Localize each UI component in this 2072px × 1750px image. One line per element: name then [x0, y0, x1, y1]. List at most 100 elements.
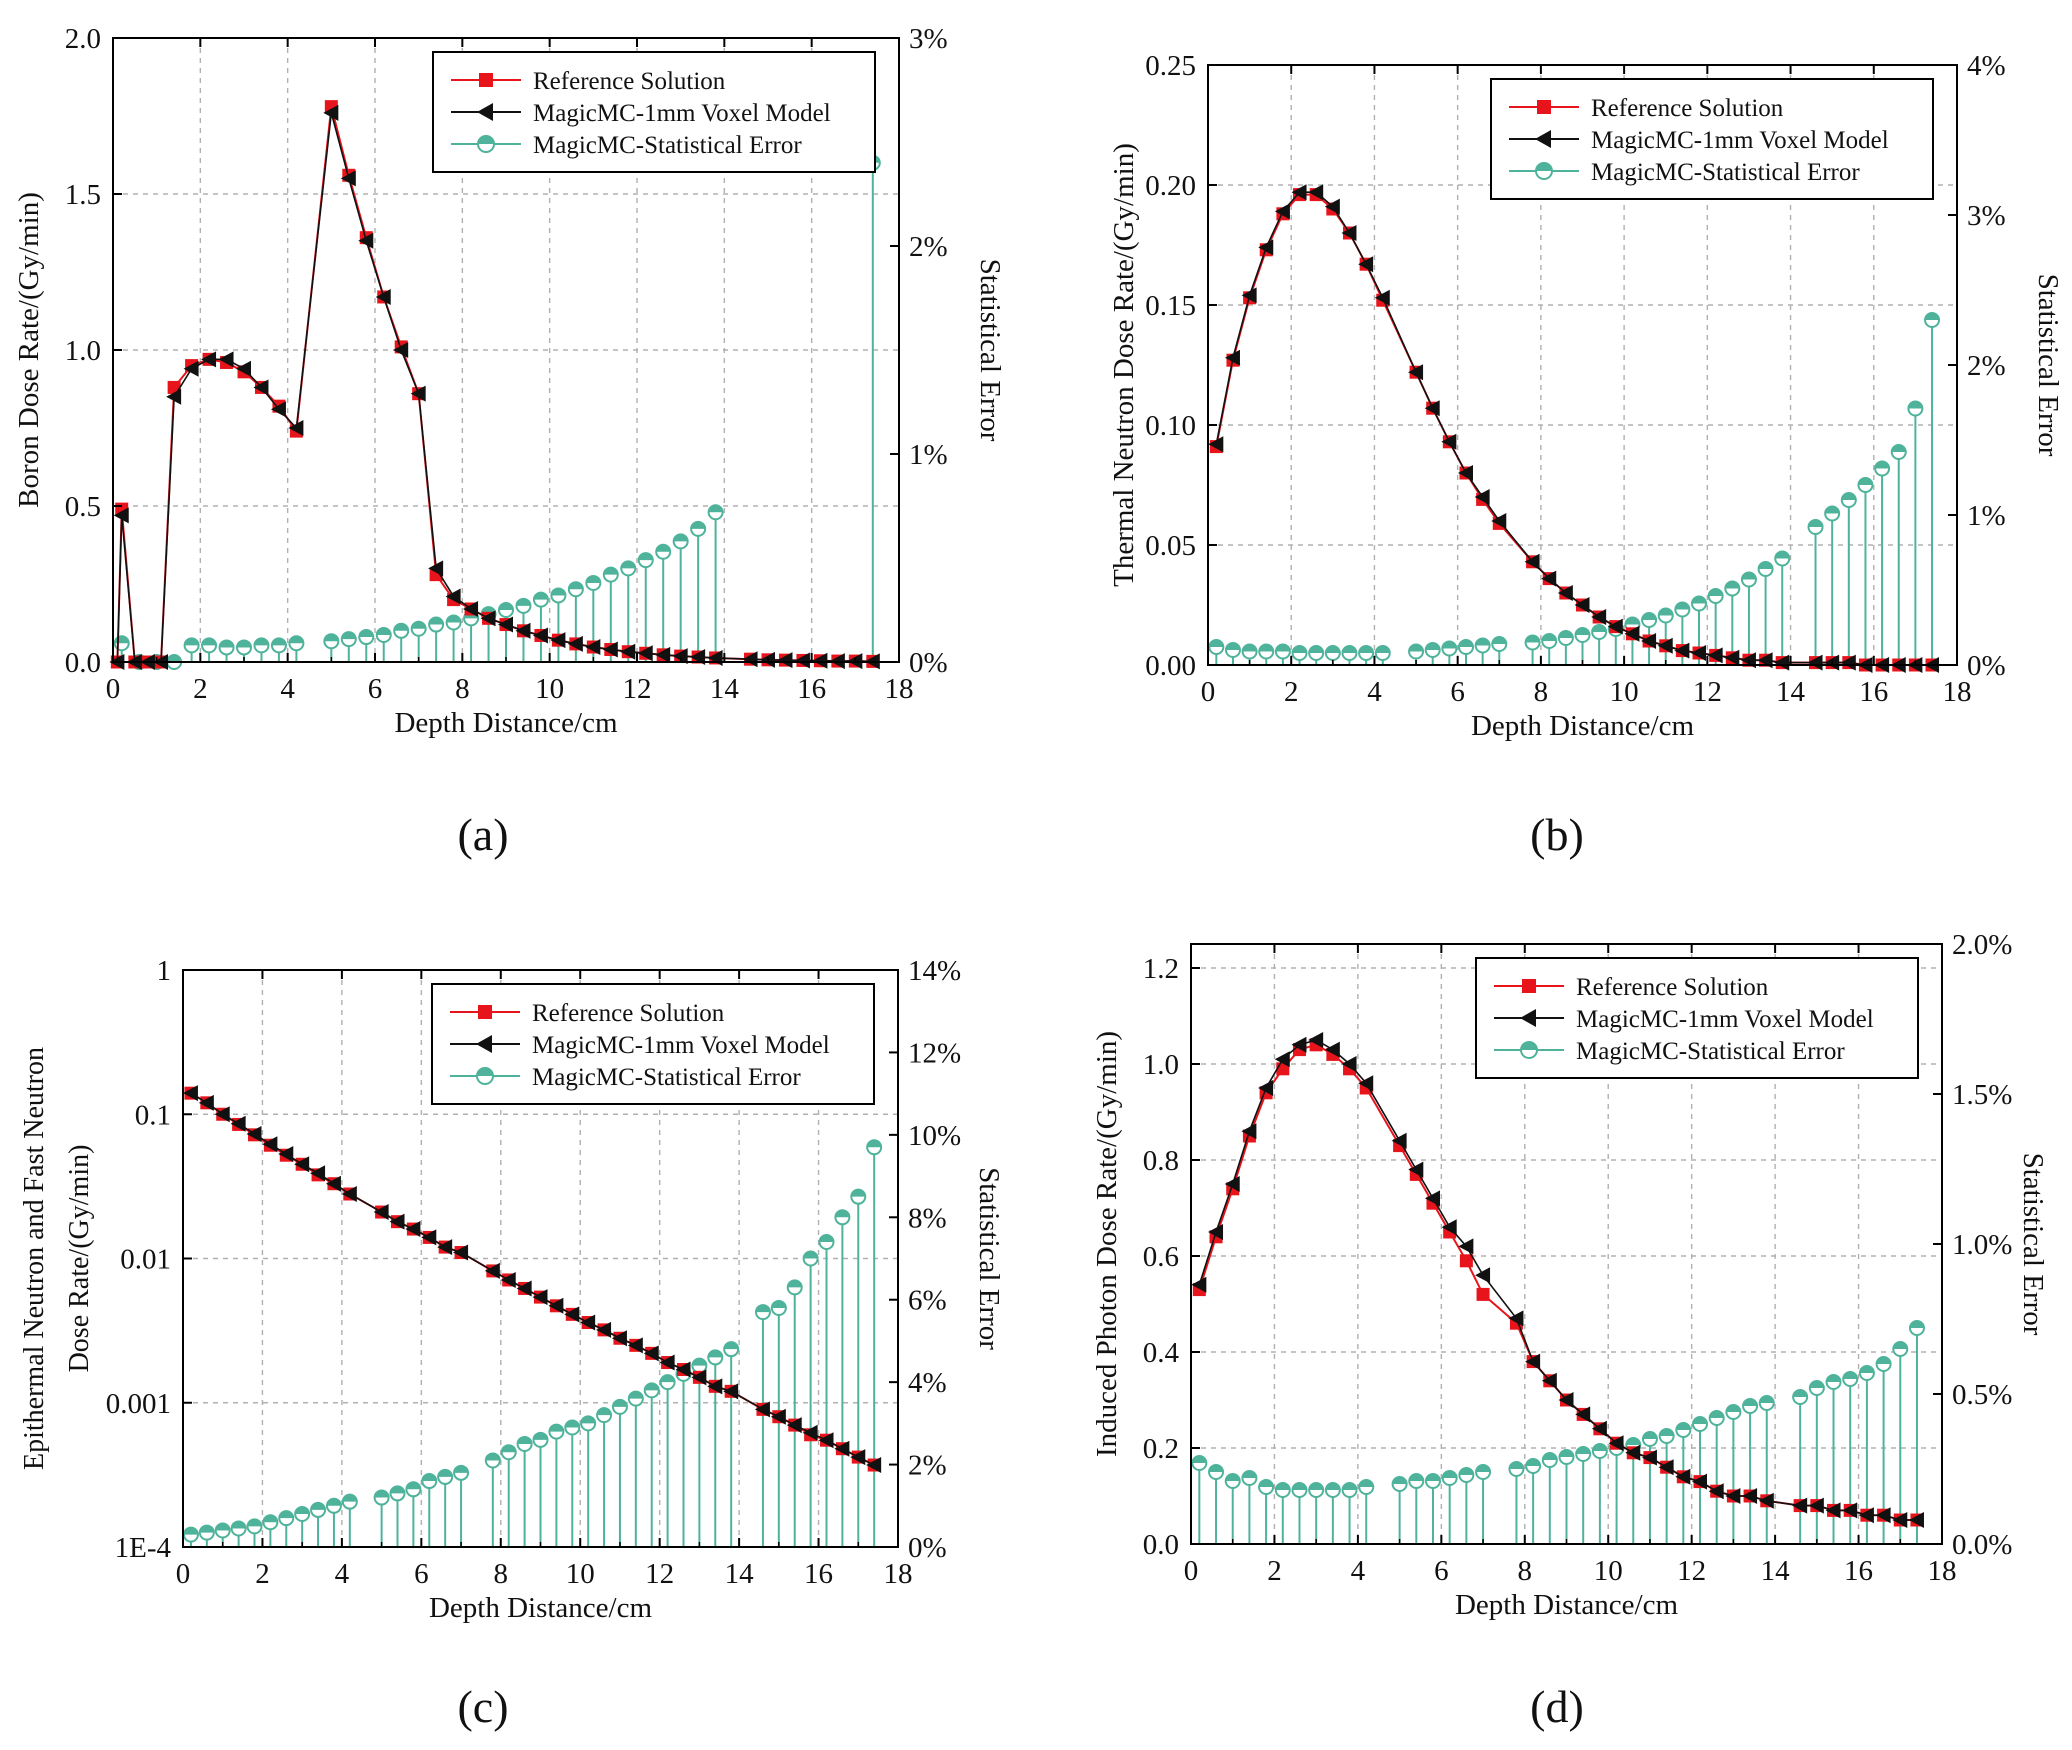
magicmc-point [672, 648, 688, 665]
error-point-fill [1692, 596, 1707, 604]
magicmc-point [866, 1457, 882, 1474]
error-point-fill [1826, 1375, 1841, 1382]
error-point-fill [1275, 1483, 1290, 1490]
error-point-fill [1576, 1447, 1591, 1454]
magicmc-point [498, 616, 513, 633]
magicmc-point [1840, 654, 1856, 671]
y-axis-title-line2: Dose Rate/(Gy/min) [64, 1145, 95, 1373]
magicmc-point [421, 1229, 437, 1246]
y2-tick-label: 1% [1967, 500, 2006, 532]
magicmc-point [1458, 1238, 1474, 1255]
magicmc-point [310, 1165, 326, 1182]
y-tick-label: 0.0 [65, 647, 101, 679]
error-point-fill [867, 1140, 882, 1148]
error-point-fill [549, 1424, 564, 1432]
magicmc-point [1575, 1406, 1591, 1423]
error-point-fill [1642, 613, 1657, 620]
magicmc-point [1224, 1176, 1240, 1192]
y2-tick-label: 2.0% [1952, 929, 2012, 961]
y2-axis-title: Statistical Error [973, 1167, 1005, 1350]
y-axis-title: Epithermal Neutron and Fast Neutron [19, 1047, 50, 1470]
y2-ticks: 0% 1% 2% 3% 4% [1948, 50, 2006, 682]
error-point-fill [1693, 1417, 1708, 1424]
magicmc-point [1358, 256, 1374, 273]
error-point-fill [231, 1521, 246, 1529]
error-point-fill [429, 617, 444, 625]
magicmc-point [1625, 1444, 1641, 1461]
magicmc-point [1191, 1276, 1207, 1293]
magicmc-point [437, 1239, 453, 1256]
y-tick-label: 0.10 [1145, 410, 1196, 442]
magicmc-point [1758, 1492, 1774, 1509]
error-point-fill [851, 1189, 866, 1197]
legend: Reference Solution MagicMC-1mm Voxel Mode… [432, 51, 876, 173]
magicmc-point [1641, 633, 1657, 649]
error-point-fill [1708, 589, 1723, 596]
magicmc-point [1692, 1473, 1708, 1490]
x-tick-label: 14 [1761, 1555, 1791, 1587]
error-point-fill [1225, 1474, 1240, 1481]
magicmc-point [500, 1271, 516, 1288]
magicmc-markers [1191, 1032, 1924, 1528]
y-tick-label: 0.5 [65, 491, 101, 523]
error-point-fill [295, 1507, 310, 1515]
reference-line [116, 106, 873, 663]
legend-magicmc-label: MagicMC-1mm Voxel Model [1591, 127, 1889, 154]
magicmc-point [340, 170, 356, 187]
error-point-fill [1409, 1474, 1424, 1481]
x-tick-label: 8 [455, 673, 470, 705]
x-tick-label: 16 [1844, 1555, 1873, 1587]
magicmc-point [1241, 1123, 1257, 1140]
x-ticks: 0 2 4 6 8 10 12 14 16 18 [106, 38, 914, 705]
legend-reference-label: Reference Solution [532, 1000, 725, 1027]
error-point-fill [1342, 646, 1357, 653]
magicmc-point [198, 1094, 214, 1111]
legend-reference-label: Reference Solution [1591, 95, 1784, 122]
legend-reference-label: Reference Solution [533, 68, 726, 95]
magicmc-point [532, 1289, 548, 1306]
error-point-fill [1259, 1480, 1274, 1487]
magicmc-point [596, 1321, 612, 1338]
x-tick-label: 18 [1928, 1555, 1957, 1587]
y-ticks: 1E-4 0.001 0.01 0.1 1 [106, 955, 192, 1564]
legend-error-label: MagicMC-Statistical Error [1591, 159, 1860, 186]
legend-reference-marker [1537, 100, 1551, 114]
magicmc-point [1774, 654, 1790, 671]
magicmc-point [262, 1136, 278, 1153]
x-tick-label: 16 [804, 1558, 833, 1590]
magicmc-point [214, 1106, 230, 1123]
magicmc-point [1258, 1080, 1274, 1096]
magicmc-point [1591, 609, 1607, 625]
x-tick-label: 0 [176, 1558, 191, 1590]
error-point-fill [485, 1453, 500, 1461]
chart-b: 0 2 4 6 8 10 12 14 16 180.000.050.100.150.200.250… [1108, 50, 2064, 742]
error-point-fill [1325, 646, 1340, 653]
reference-markers [1192, 1038, 1924, 1527]
magicmc-point [1424, 400, 1440, 417]
error-point-fill [326, 1498, 341, 1506]
error-point-fill [819, 1235, 834, 1243]
panel-label-c: (c) [457, 1681, 509, 1732]
error-point-fill [1325, 1483, 1340, 1490]
magicmc-point [850, 1449, 866, 1466]
magicmc-point [516, 1280, 532, 1297]
magicmc-line [190, 1092, 875, 1466]
magicmc-point [453, 1244, 469, 1261]
magicmc-point [1224, 349, 1240, 366]
error-point-fill [1425, 643, 1440, 650]
x-tick-label: 16 [1859, 676, 1888, 708]
y2-tick-label: 1.5% [1952, 1079, 2012, 1111]
error-point-fill [1909, 1321, 1924, 1328]
error-point-fill [219, 640, 234, 648]
reference-line [1215, 193, 1933, 666]
y2-tick-label: 8% [908, 1202, 947, 1234]
error-point-fill [237, 640, 251, 648]
x-tick-label: 2 [1267, 1555, 1282, 1587]
error-point-fill [289, 636, 304, 644]
magicmc-point [182, 1085, 198, 1102]
error-point-fill [708, 1350, 723, 1358]
legend-error-marker-fill [477, 1068, 493, 1076]
magicmc-point [1208, 1224, 1224, 1240]
y2-axis-title: Statistical Error [2017, 1153, 2049, 1336]
x-tick-label: 4 [335, 1558, 350, 1590]
